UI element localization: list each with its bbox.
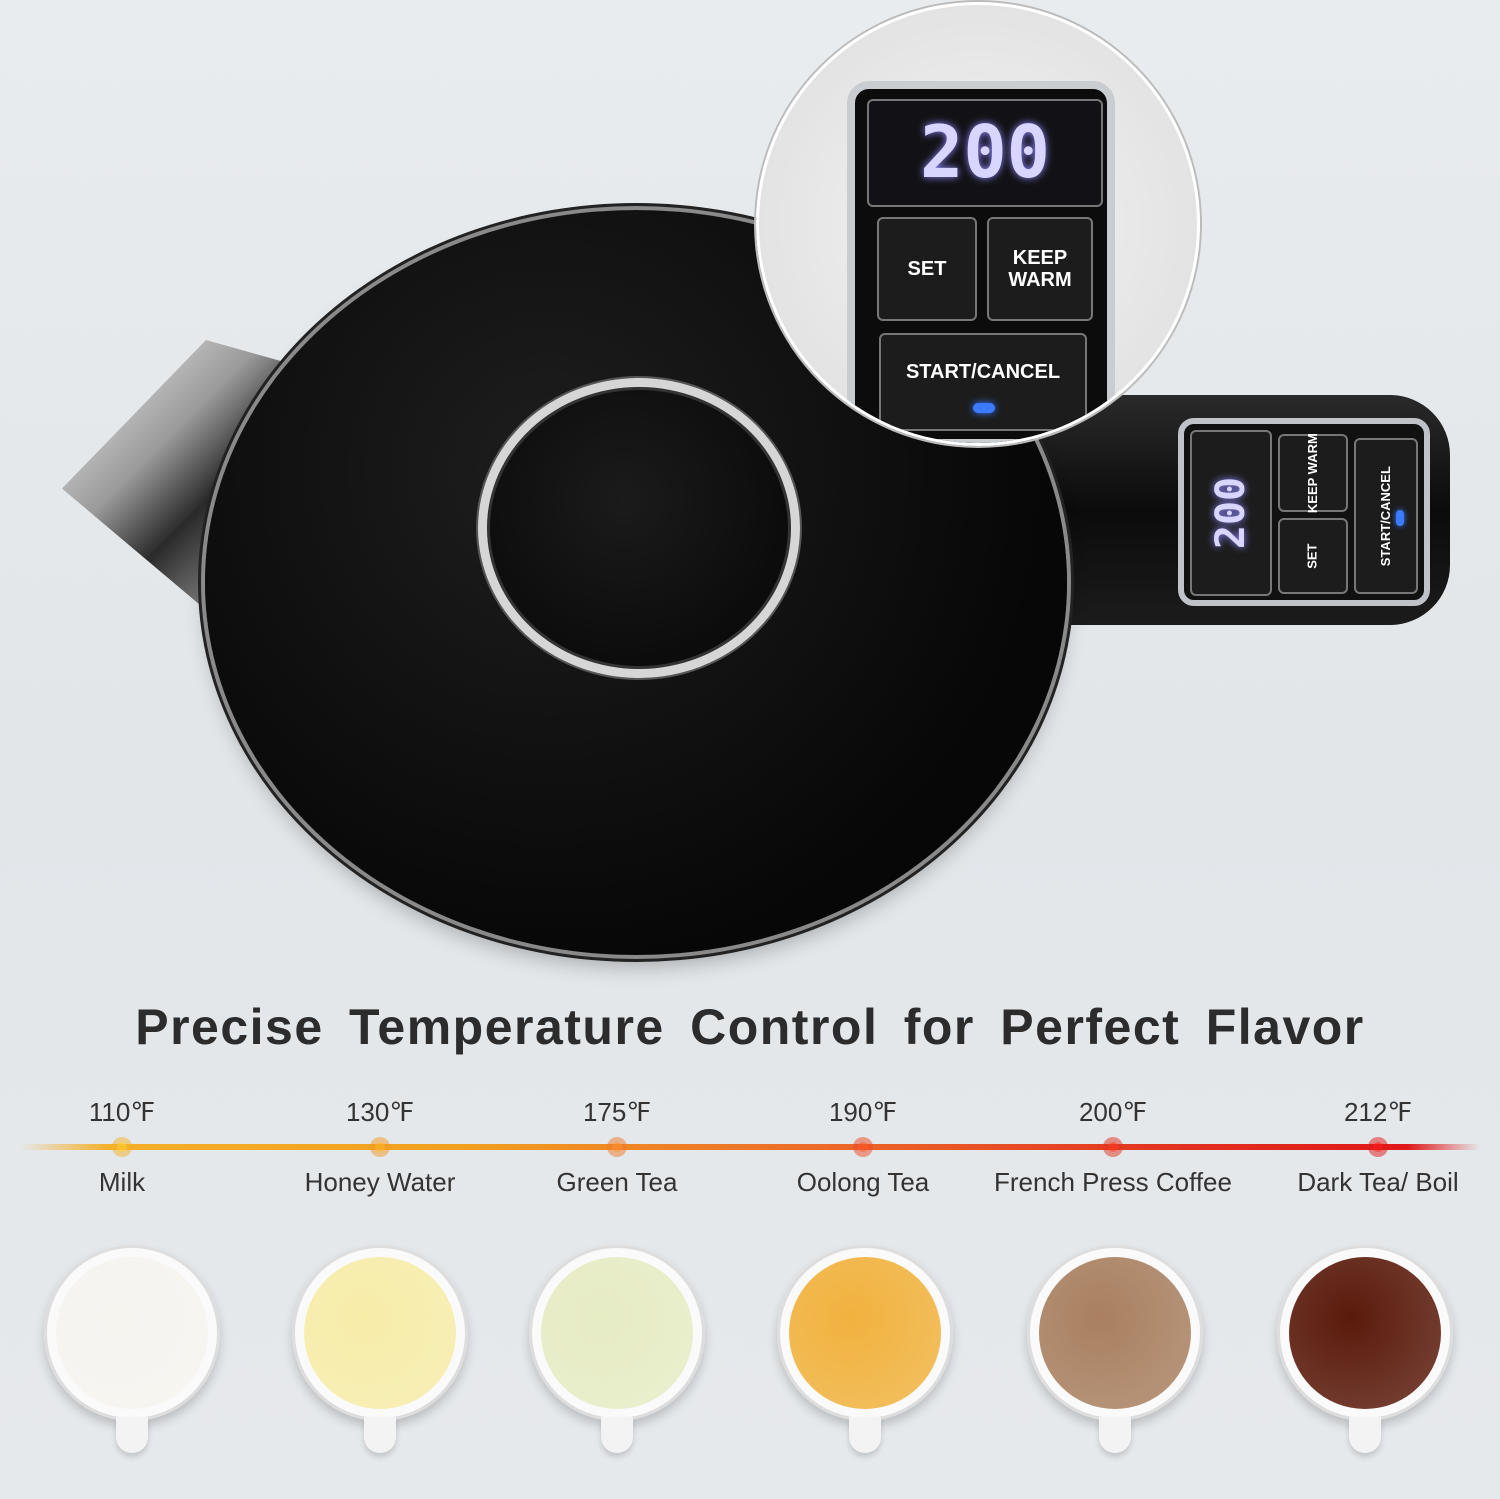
handle-display: 200	[1190, 430, 1272, 596]
indicator-led	[973, 403, 995, 413]
temperature-value: 110℉	[88, 1097, 156, 1127]
start-cancel-button[interactable]: START/CANCEL	[879, 333, 1087, 431]
cup-liquid	[541, 1257, 693, 1409]
handle-start-cancel-button[interactable]: START/CANCEL	[1354, 438, 1418, 594]
cup-liquid	[304, 1257, 456, 1409]
indicator-led	[1396, 510, 1404, 526]
magnified-view: 200 SET KEEP WARM START/CANCEL	[756, 2, 1200, 446]
cup-handle	[849, 1417, 881, 1453]
temperature-value: 130℉	[345, 1097, 415, 1127]
temperature-marker	[607, 1137, 627, 1157]
temperature-marker	[1368, 1137, 1388, 1157]
temperature-value: 212℉	[1343, 1097, 1413, 1127]
temperature-value: 200℉	[1078, 1097, 1148, 1127]
cup-liquid	[1039, 1257, 1191, 1409]
beverage-label: Oolong Tea	[796, 1167, 930, 1197]
set-button[interactable]: SET	[877, 217, 977, 321]
beverage-label: Green Tea	[556, 1167, 678, 1197]
beverage-label: Honey Water	[304, 1167, 456, 1197]
temperature-scale-line	[20, 1144, 1480, 1150]
beverage-cup	[777, 1245, 953, 1453]
magnified-display-value: 200	[919, 110, 1051, 195]
beverage-cup	[1277, 1245, 1453, 1453]
headline: Precise Temperature Control for Perfect …	[135, 999, 1365, 1055]
temperature-marker	[1103, 1137, 1123, 1157]
handle-control-panel: 200 KEEP WARM SET START/CANCEL	[1178, 418, 1430, 606]
keep-warm-button[interactable]: KEEP WARM	[987, 217, 1093, 321]
beverage-label: Dark Tea/ Boil	[1297, 1167, 1459, 1197]
cup-liquid	[1289, 1257, 1441, 1409]
cup-handle	[601, 1417, 633, 1453]
handle-keep-warm-button[interactable]: KEEP WARM	[1278, 433, 1348, 513]
handle-set-button[interactable]: SET	[1278, 518, 1348, 594]
cup-handle	[364, 1417, 396, 1453]
cup-handle	[1099, 1417, 1131, 1453]
cup-handle	[116, 1417, 148, 1453]
lid-knob	[478, 378, 800, 678]
temperature-value: 190℉	[828, 1097, 898, 1127]
temperature-value: 175℉	[582, 1097, 652, 1127]
temperature-marker	[370, 1137, 390, 1157]
cup-handle	[1349, 1417, 1381, 1453]
handle-display-value: 200	[1208, 476, 1254, 550]
cup-liquid	[789, 1257, 941, 1409]
magnified-control-panel: 200 SET KEEP WARM START/CANCEL	[847, 81, 1115, 443]
beverage-cup	[44, 1245, 220, 1453]
temperature-marker	[853, 1137, 873, 1157]
beverage-cup	[529, 1245, 705, 1453]
magnified-display: 200	[867, 99, 1103, 207]
temperature-marker	[112, 1137, 132, 1157]
cup-liquid	[56, 1257, 208, 1409]
beverage-label: Milk	[98, 1167, 146, 1197]
beverage-label: French Press Coffee	[994, 1167, 1232, 1197]
beverage-cup	[292, 1245, 468, 1453]
beverage-cup	[1027, 1245, 1203, 1453]
